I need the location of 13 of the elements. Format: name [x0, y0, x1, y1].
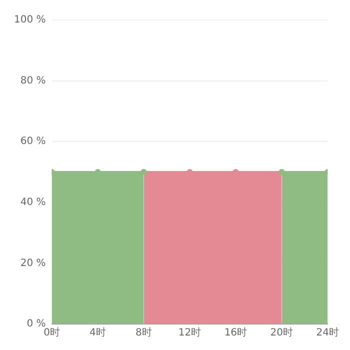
y-tick-label: 100 % — [14, 14, 46, 26]
y-tick-label: 40 % — [20, 196, 46, 208]
x-tick-label: 4时 — [90, 326, 106, 339]
x-tick-label: 8时 — [136, 326, 152, 339]
x-tick-label: 24时 — [316, 326, 340, 339]
y-tick-label: 20 % — [20, 258, 46, 269]
y-tick-label: 0 % — [26, 318, 46, 330]
y-tick-label: 60 % — [20, 136, 46, 148]
x-tick-label: 20时 — [270, 326, 294, 339]
y-tick-label: 80 % — [20, 75, 46, 86]
x-tick-label: 12时 — [178, 326, 202, 339]
x-tick-label: 0时 — [44, 326, 60, 339]
x-tick-label: 16时 — [224, 326, 248, 339]
